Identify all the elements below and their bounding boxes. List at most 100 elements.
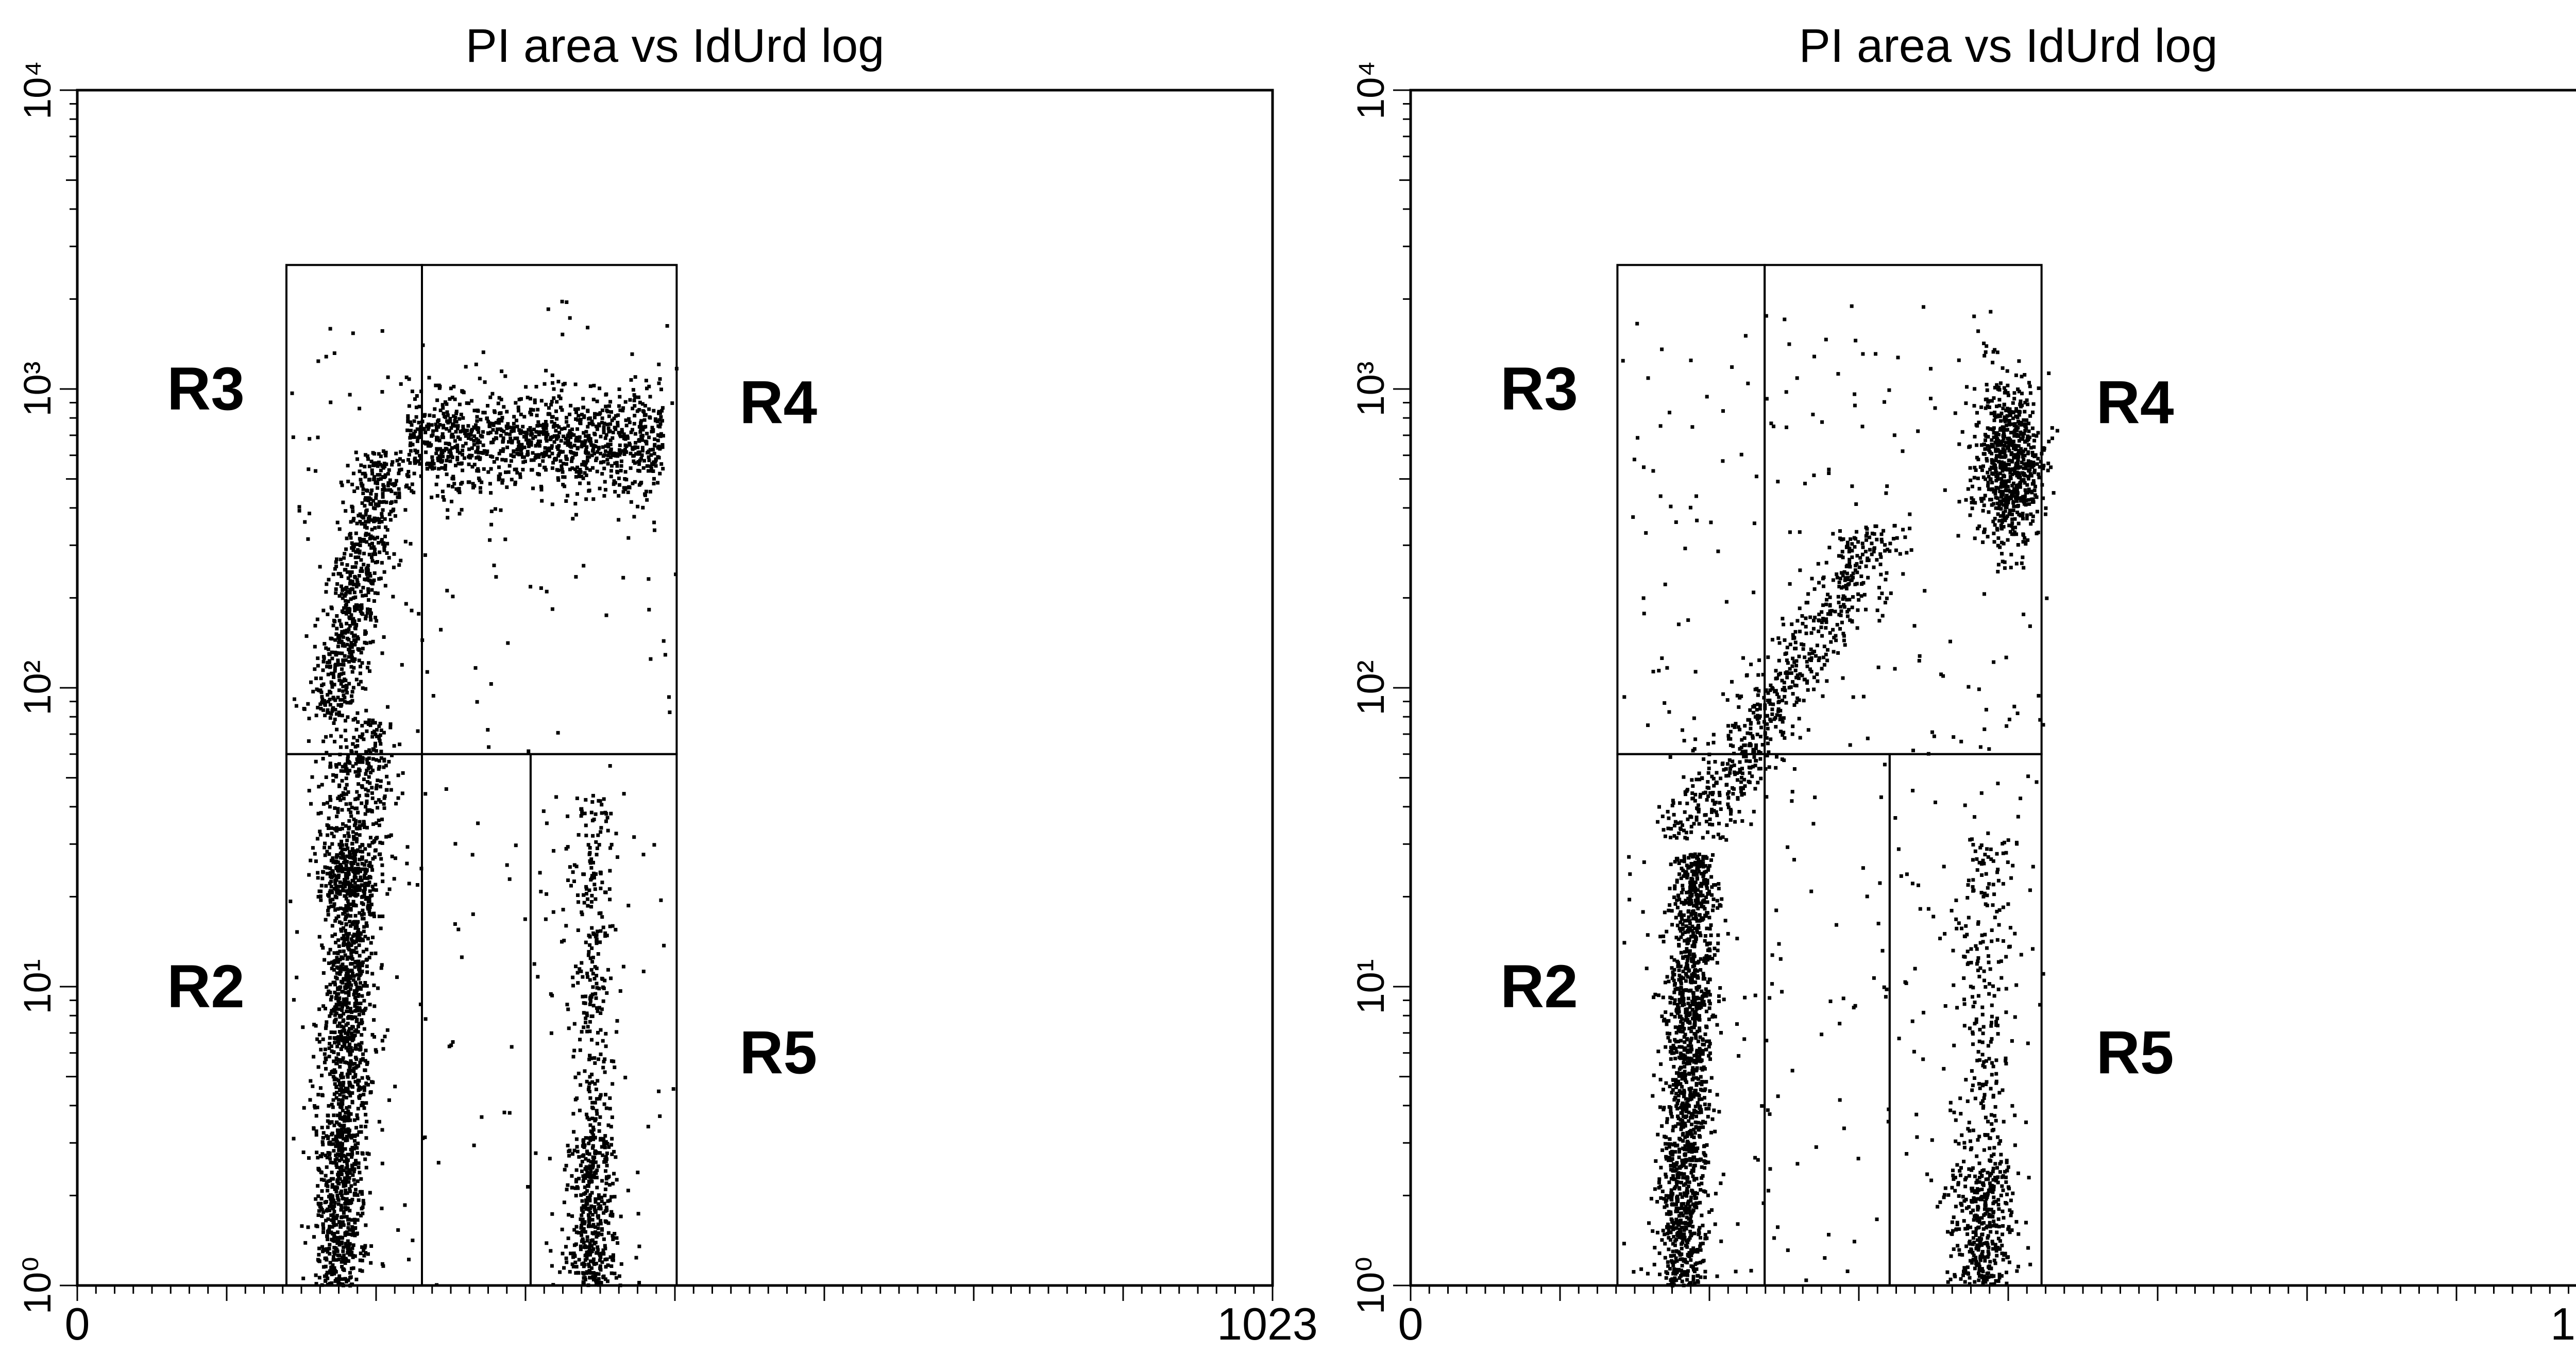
data-point: [381, 879, 384, 883]
data-point: [409, 449, 413, 453]
data-point: [572, 1130, 575, 1133]
data-point: [630, 431, 633, 434]
data-point: [322, 1131, 326, 1135]
data-point: [599, 1138, 602, 1142]
data-point: [567, 1154, 571, 1158]
data-point: [394, 856, 397, 860]
data-point: [592, 883, 596, 886]
data-point: [338, 1254, 342, 1257]
data-point: [321, 757, 325, 760]
data-point: [332, 1050, 336, 1054]
data-point: [642, 466, 646, 470]
data-point: [368, 956, 371, 959]
data-point: [620, 1262, 623, 1266]
data-point: [636, 469, 640, 472]
data-point: [362, 552, 366, 555]
data-point: [372, 1018, 376, 1022]
data-point: [478, 377, 482, 380]
data-point: [415, 394, 419, 398]
data-point: [625, 424, 629, 427]
data-point: [569, 450, 572, 453]
data-point: [359, 1177, 363, 1181]
data-point: [336, 915, 340, 918]
data-point: [426, 670, 429, 674]
data-point: [357, 1107, 360, 1110]
data-point: [323, 702, 327, 706]
data-point: [578, 1258, 581, 1262]
data-point: [639, 482, 642, 485]
data-point: [609, 1264, 613, 1268]
data-point: [346, 643, 349, 647]
data-point: [363, 504, 366, 507]
data-point: [364, 859, 368, 863]
data-point: [562, 939, 566, 942]
data-point: [330, 1200, 333, 1204]
data-point: [591, 1213, 595, 1216]
data-point: [624, 486, 628, 489]
data-point: [329, 1161, 333, 1164]
data-point: [448, 420, 452, 424]
data-point: [371, 451, 375, 454]
data-point: [574, 383, 578, 386]
data-point: [348, 1065, 351, 1069]
data-point: [583, 811, 587, 815]
data-point: [356, 1212, 360, 1215]
data-point: [329, 400, 332, 404]
data-point: [362, 912, 366, 916]
data-point: [538, 463, 541, 467]
data-point: [444, 464, 447, 467]
data-point: [351, 510, 354, 513]
data-point: [340, 574, 343, 578]
data-point: [1681, 884, 1684, 887]
data-point: [614, 428, 617, 431]
data-point: [541, 432, 545, 436]
data-point: [360, 1207, 364, 1210]
data-point: [622, 965, 625, 969]
data-point: [326, 1119, 330, 1123]
data-point: [592, 432, 596, 435]
data-point: [556, 380, 560, 383]
data-point: [362, 917, 366, 921]
data-point: [621, 576, 625, 580]
data-point: [583, 1069, 587, 1073]
data-point: [344, 611, 348, 614]
data-point: [346, 607, 349, 611]
data-point: [624, 418, 628, 422]
data-point: [368, 861, 372, 865]
data-point: [605, 991, 608, 995]
data-point: [312, 1055, 315, 1059]
data-point: [445, 419, 449, 423]
data-point: [357, 1165, 361, 1169]
data-point: [320, 1178, 324, 1181]
data-point: [610, 843, 614, 847]
data-point: [337, 1198, 341, 1202]
data-point: [336, 1131, 340, 1135]
data-point: [382, 466, 385, 470]
data-point: [586, 904, 589, 908]
data-point: [458, 437, 462, 441]
data-point: [582, 1025, 585, 1029]
data-point: [339, 557, 343, 561]
data-point: [584, 798, 587, 802]
data-point: [338, 1177, 342, 1181]
data-point: [366, 489, 369, 493]
data-point: [654, 464, 658, 468]
data-point: [387, 781, 391, 785]
data-point: [556, 731, 560, 735]
data-point: [371, 721, 375, 725]
data-point: [600, 811, 604, 815]
data-point: [617, 477, 621, 480]
data-point: [633, 414, 636, 417]
data-point: [350, 1152, 354, 1156]
data-point: [618, 387, 621, 391]
data-point: [375, 784, 379, 787]
data-point: [504, 432, 508, 436]
data-point: [384, 584, 387, 587]
data-point: [330, 995, 333, 998]
data-point: [598, 1281, 602, 1284]
data-point: [353, 926, 357, 930]
data-point: [578, 482, 582, 485]
data-point: [607, 1145, 611, 1149]
data-point: [359, 875, 362, 879]
data-point: [598, 1122, 601, 1126]
